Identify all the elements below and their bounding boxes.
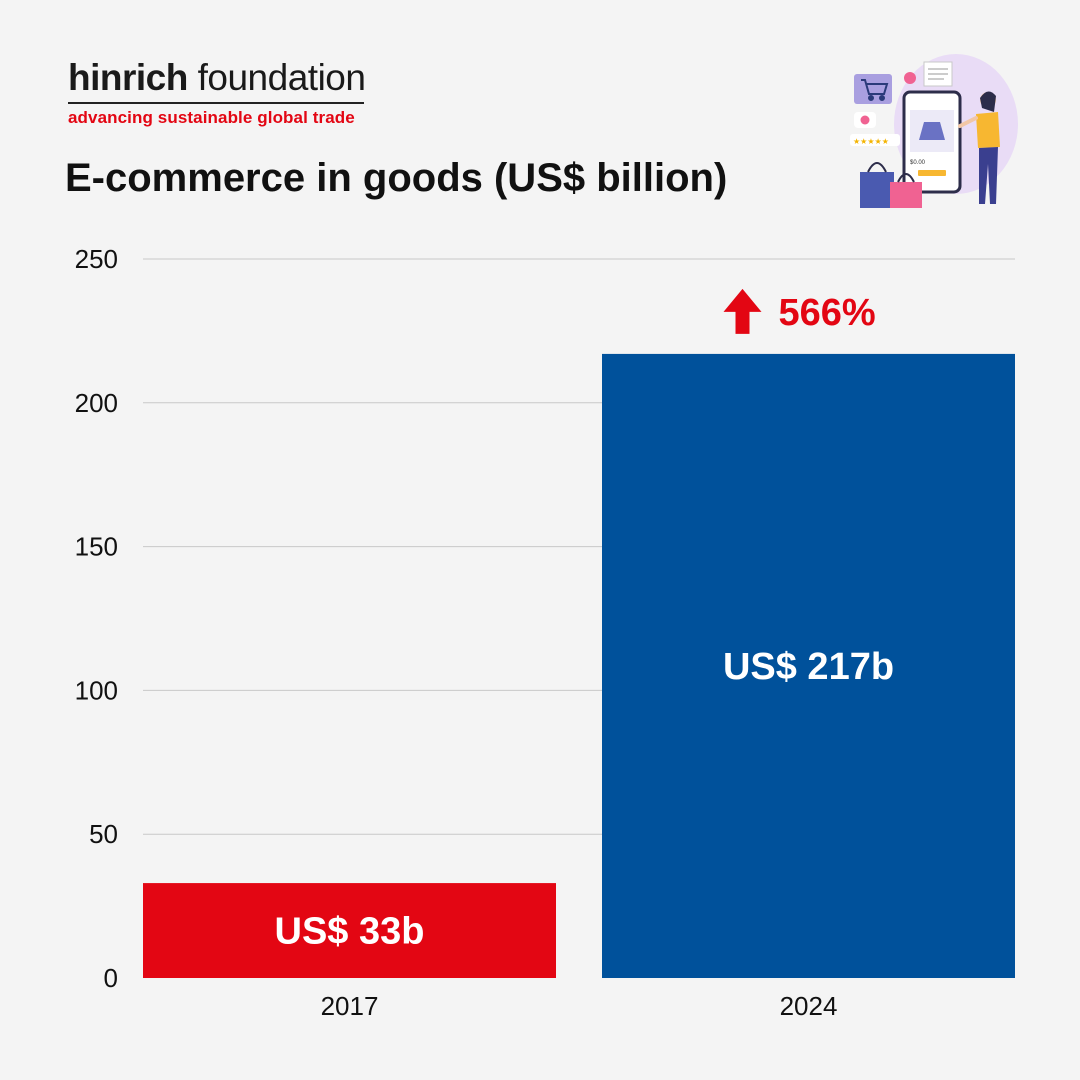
buy-button — [918, 170, 946, 176]
product-price: $0.00 — [910, 160, 926, 166]
brand-divider — [68, 102, 364, 104]
y-tick-label: 50 — [89, 819, 118, 849]
y-tick-label: 0 — [104, 963, 118, 993]
data-label-2017: US$ 33b — [275, 911, 425, 953]
shopping-bag-pink — [890, 182, 922, 208]
x-tick-label: 2017 — [321, 991, 379, 1021]
brand-logo: hinrich foundation advancing sustainable… — [68, 56, 366, 128]
bar-data-labels: US$ 33b US$ 217b — [275, 646, 895, 953]
growth-annotation: 566% — [723, 288, 876, 334]
bar-2024 — [602, 353, 1015, 979]
up-arrow-icon — [723, 288, 762, 334]
chart-title: E-commerce in goods (US$ billion) — [65, 156, 728, 200]
brand-name-bold: hinrich — [68, 57, 188, 98]
woman-figure — [958, 91, 1000, 204]
brand-name-light: foundation — [187, 57, 366, 98]
online-shopping-illustration: ★★★★★ $0.00 — [850, 54, 1018, 208]
skirt-icon — [919, 122, 945, 140]
cart-icon — [861, 79, 889, 101]
dollar-coin-icon — [904, 72, 916, 84]
y-tick-label: 200 — [75, 388, 118, 418]
x-axis: 2017 2024 — [321, 991, 838, 1021]
data-label-2024: US$ 217b — [723, 646, 894, 688]
brand-tagline: advancing sustainable global trade — [68, 108, 355, 127]
y-tick-label: 150 — [75, 532, 118, 562]
bars — [143, 353, 1015, 979]
brand-name: hinrich foundation — [68, 56, 366, 100]
bar-2017 — [143, 883, 556, 978]
y-axis: 0 50 100 150 200 250 — [75, 244, 118, 993]
y-tick-label: 250 — [75, 244, 118, 274]
heart-icon — [860, 115, 870, 125]
rating-stars-icon: ★★★★★ — [853, 137, 889, 146]
shopping-bag-blue — [860, 172, 894, 208]
y-tick-label: 100 — [75, 675, 118, 705]
growth-percent: 566% — [779, 292, 876, 334]
rating-card — [850, 134, 900, 146]
x-tick-label: 2024 — [780, 991, 838, 1021]
